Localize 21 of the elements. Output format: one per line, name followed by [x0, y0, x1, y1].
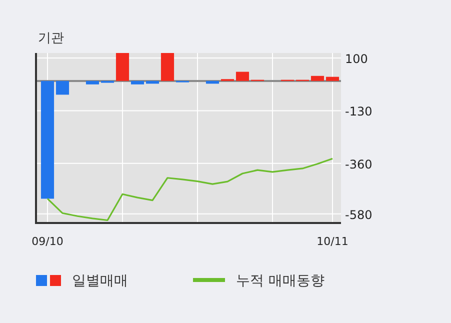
x-tick-label: 10/11 — [316, 235, 348, 248]
y-tick-label: -360 — [345, 157, 372, 172]
bar — [116, 53, 130, 81]
chart-title: 기관 — [38, 31, 64, 46]
bar — [236, 72, 250, 81]
bar — [326, 76, 340, 81]
bar — [160, 53, 174, 81]
y-tick-label: -580 — [345, 208, 372, 222]
bar — [56, 80, 70, 95]
bar — [146, 80, 160, 84]
bar — [310, 76, 324, 81]
bar — [40, 80, 54, 199]
x-tick-label: 09/10 — [32, 235, 64, 248]
line-series — [46, 158, 334, 222]
legend-label: 일별매매 — [72, 273, 128, 289]
bar — [130, 80, 144, 84]
y-tick-label: -130 — [345, 104, 372, 119]
y-tick-label: 100 — [345, 52, 368, 66]
bar — [86, 80, 100, 84]
legend-label: 누적 매매동향 — [236, 273, 324, 289]
bar — [206, 80, 220, 84]
